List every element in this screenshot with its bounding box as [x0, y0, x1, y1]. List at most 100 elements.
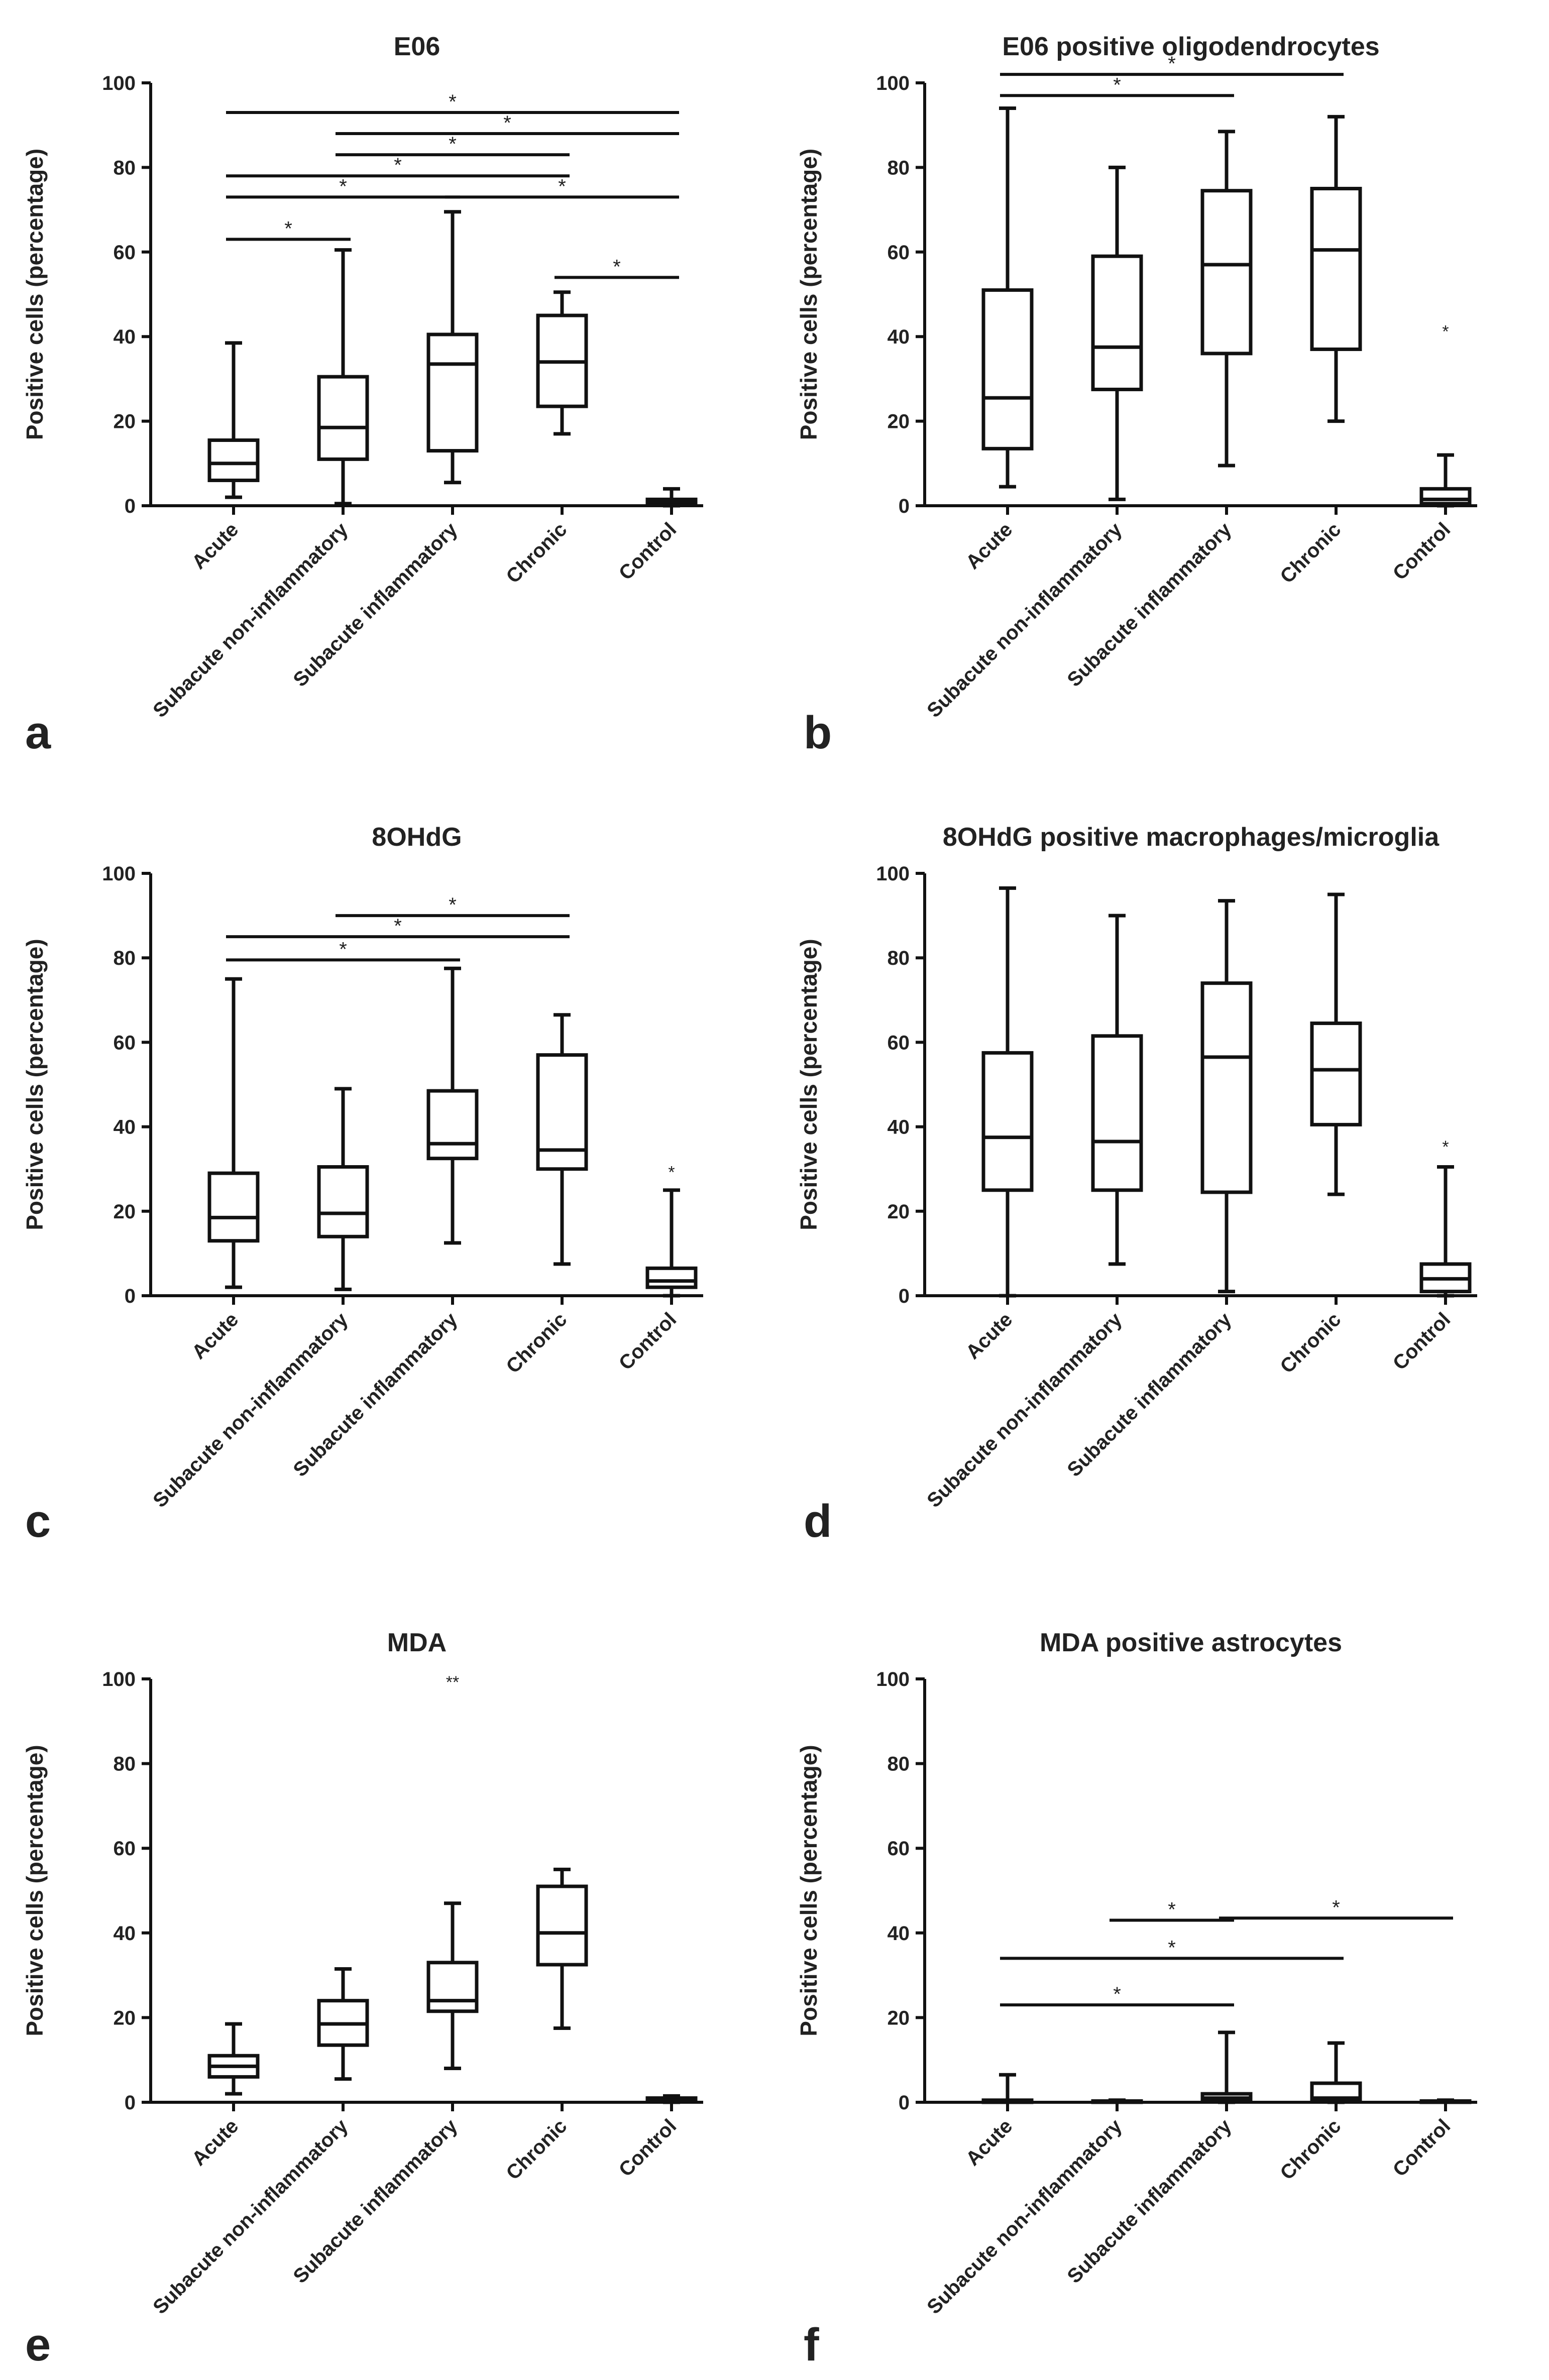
y-axis-label: Positive cells (percentage) [796, 1745, 822, 2036]
y-tick-label: 20 [114, 2007, 136, 2029]
outlier-marker: * [1442, 1138, 1449, 1157]
box-0 [981, 886, 1034, 1298]
significance-star: * [613, 256, 621, 278]
box-3 [1310, 2041, 1362, 2104]
significance-star: * [1113, 1983, 1121, 2005]
box-1 [317, 248, 369, 506]
significance-star: * [339, 175, 347, 197]
box-iqr [1091, 254, 1143, 391]
box-4 [1419, 1165, 1472, 1298]
box-0 [207, 977, 260, 1289]
significance-star: * [394, 154, 402, 176]
y-tick-label: 60 [888, 242, 910, 264]
y-tick-label: 100 [876, 72, 910, 94]
chart-title: 8OHdG [372, 823, 462, 852]
box-1 [1091, 914, 1143, 1266]
y-tick-label: 0 [899, 495, 910, 517]
significance-star: * [449, 91, 457, 113]
box-2 [426, 966, 479, 1245]
y-axis-label: Positive cells (percentage) [796, 149, 822, 440]
box-2 [1200, 130, 1253, 468]
chart-title: MDA positive astrocytes [1040, 1628, 1342, 1657]
significance-star: * [449, 894, 457, 916]
y-tick-label: 100 [102, 72, 136, 94]
chart-title: 8OHdG positive macrophages/microglia [943, 823, 1440, 852]
y-tick-label: 20 [888, 411, 910, 433]
box-4 [1419, 2098, 1472, 2104]
y-tick-label: 80 [888, 157, 910, 179]
panel-label: c [25, 1496, 51, 1547]
box-iqr [426, 1961, 479, 2013]
box-iqr [1091, 1034, 1143, 1192]
significance-star: * [558, 175, 566, 197]
y-tick-label: 100 [876, 863, 910, 885]
box-2 [426, 1901, 479, 2071]
box-2 [1200, 899, 1253, 1294]
y-tick-label: 0 [125, 2092, 136, 2114]
y-tick-label: 60 [114, 1838, 136, 1860]
box-iqr [426, 1089, 479, 1161]
y-tick-label: 40 [114, 1922, 136, 1945]
box-iqr [207, 1171, 260, 1243]
panel-label: f [804, 2319, 819, 2370]
panel-label: a [25, 707, 51, 758]
box-iqr [981, 1051, 1034, 1192]
box-iqr [1310, 1022, 1362, 1126]
box-iqr [426, 332, 479, 453]
y-tick-label: 60 [888, 1032, 910, 1054]
box-1 [317, 1967, 369, 2081]
y-tick-label: 60 [114, 1032, 136, 1054]
significance-star: * [1332, 1896, 1340, 1918]
box-0 [981, 2073, 1034, 2104]
outlier-marker: * [668, 1163, 675, 1182]
box-0 [207, 341, 260, 499]
y-axis-label: Positive cells (percentage) [22, 939, 48, 1230]
y-tick-label: 40 [114, 1116, 136, 1139]
box-iqr [645, 1266, 698, 1289]
y-tick-label: 80 [114, 157, 136, 179]
significance-star: * [394, 915, 402, 937]
box-4 [645, 487, 698, 508]
y-tick-label: 80 [114, 947, 136, 969]
chart-title: MDA [387, 1628, 447, 1657]
box-0 [207, 2022, 260, 2096]
y-tick-label: 20 [114, 411, 136, 433]
y-tick-label: 60 [888, 1838, 910, 1860]
panel-label: d [804, 1496, 832, 1547]
y-tick-label: 20 [888, 1201, 910, 1223]
box-4 [1419, 453, 1472, 508]
box-3 [536, 1867, 588, 2030]
box-3 [536, 1013, 588, 1266]
y-tick-label: 40 [888, 1116, 910, 1139]
y-tick-label: 100 [876, 1668, 910, 1690]
outlier-marker: * [1442, 322, 1449, 341]
y-tick-label: 20 [888, 2007, 910, 2029]
box-iqr [1419, 487, 1472, 506]
box-iqr [536, 1884, 588, 1967]
significance-star: * [1113, 74, 1121, 96]
y-tick-label: 80 [888, 1753, 910, 1775]
y-tick-label: 40 [888, 326, 910, 348]
y-axis-label: Positive cells (percentage) [22, 149, 48, 440]
significance-star: * [284, 218, 292, 240]
box-1 [317, 1087, 369, 1291]
box-4 [645, 2094, 698, 2104]
box-iqr [317, 375, 369, 461]
y-tick-label: 20 [114, 1201, 136, 1223]
y-axis-label: Positive cells (percentage) [796, 939, 822, 1230]
box-1 [1091, 165, 1143, 501]
box-iqr [317, 1165, 369, 1238]
y-tick-label: 80 [114, 1753, 136, 1775]
significance-star: * [1168, 1937, 1176, 1959]
y-axis-label: Positive cells (percentage) [22, 1745, 48, 2036]
y-tick-label: 0 [125, 495, 136, 517]
panel-label: b [804, 707, 832, 758]
y-tick-label: 40 [888, 1922, 910, 1945]
box-iqr [1200, 981, 1253, 1194]
box-iqr [207, 438, 260, 482]
box-0 [981, 106, 1034, 489]
box-iqr [1310, 187, 1362, 351]
box-3 [536, 290, 588, 436]
y-tick-label: 0 [125, 1285, 136, 1307]
